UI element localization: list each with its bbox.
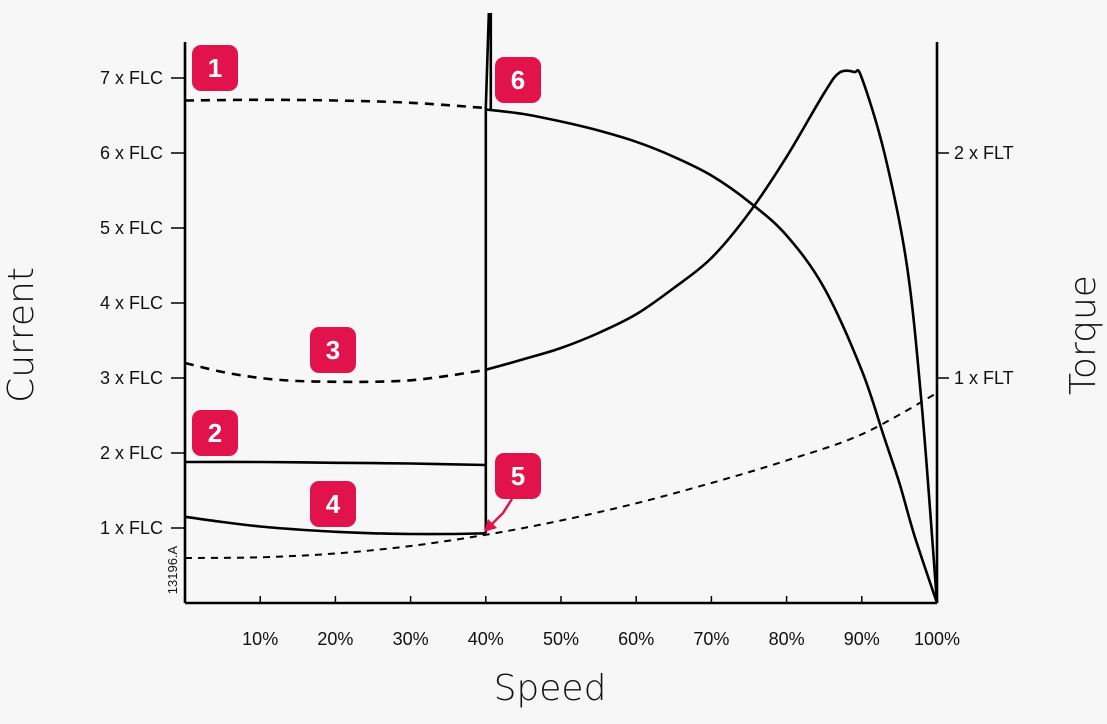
badge-6-label: 6 bbox=[511, 65, 525, 95]
badge-5-arrow bbox=[489, 498, 514, 527]
badge-4-label: 4 bbox=[326, 489, 341, 519]
x-tick-label: 40% bbox=[468, 629, 504, 649]
y-left-tick-label: 7 x FLC bbox=[100, 68, 163, 88]
y-left-tick-label: 5 x FLC bbox=[100, 218, 163, 238]
x-tick-label: 20% bbox=[317, 629, 353, 649]
badge-1 bbox=[192, 45, 238, 91]
badge-5 bbox=[495, 453, 541, 499]
series-4-line bbox=[184, 515, 486, 536]
badge-3-label: 3 bbox=[326, 335, 340, 365]
badge-5-arrowhead bbox=[484, 519, 497, 532]
series-1-line bbox=[184, 98, 486, 110]
badges: 1 2 3 4 5 6 bbox=[192, 45, 541, 532]
x-tick-label: 30% bbox=[393, 629, 429, 649]
ticks: 10% 20% 30% 40% 50% 60% 70% 80% 90% 100% 7 x FLC 6 … bbox=[100, 68, 1014, 649]
badge-2 bbox=[192, 410, 238, 456]
badge-4 bbox=[310, 481, 356, 527]
x-tick-label: 90% bbox=[844, 629, 880, 649]
curves bbox=[184, 12, 939, 604]
y-left-tick-label: 6 x FLC bbox=[100, 143, 163, 163]
x-tick-label: 70% bbox=[693, 629, 729, 649]
x-tick-label: 50% bbox=[543, 629, 579, 649]
series-6-line bbox=[485, 108, 939, 604]
y-right-tick-label: 1 x FLT bbox=[954, 368, 1014, 388]
series-5-line bbox=[184, 392, 938, 559]
series-2-line bbox=[184, 460, 486, 467]
y-left-tick-label: 4 x FLC bbox=[100, 293, 163, 313]
badge-3 bbox=[310, 327, 356, 373]
series-3-line bbox=[485, 68, 939, 604]
y-axis-title-right: Torque bbox=[1063, 275, 1104, 395]
badge-6 bbox=[495, 57, 541, 103]
transition-spike bbox=[484, 12, 493, 110]
figure-id: 13196.A bbox=[165, 545, 180, 594]
y-left-tick-label: 1 x FLC bbox=[100, 518, 163, 538]
x-tick-label: 80% bbox=[769, 629, 805, 649]
x-tick-label: 100% bbox=[914, 629, 960, 649]
y-right-tick-label: 2 x FLT bbox=[954, 143, 1014, 163]
axes bbox=[183, 42, 939, 605]
x-axis-title: Speed bbox=[494, 668, 607, 709]
x-tick-label: 60% bbox=[618, 629, 654, 649]
badge-1-label: 1 bbox=[208, 53, 222, 83]
badge-2-label: 2 bbox=[208, 418, 222, 448]
y-axis-title-left: Current bbox=[1, 267, 42, 403]
y-left-tick-label: 2 x FLC bbox=[100, 443, 163, 463]
series-3-line-dashed bbox=[184, 361, 487, 384]
y-left-tick-label: 3 x FLC bbox=[100, 368, 163, 388]
x-tick-label: 10% bbox=[242, 629, 278, 649]
badge-5-label: 5 bbox=[511, 461, 525, 491]
